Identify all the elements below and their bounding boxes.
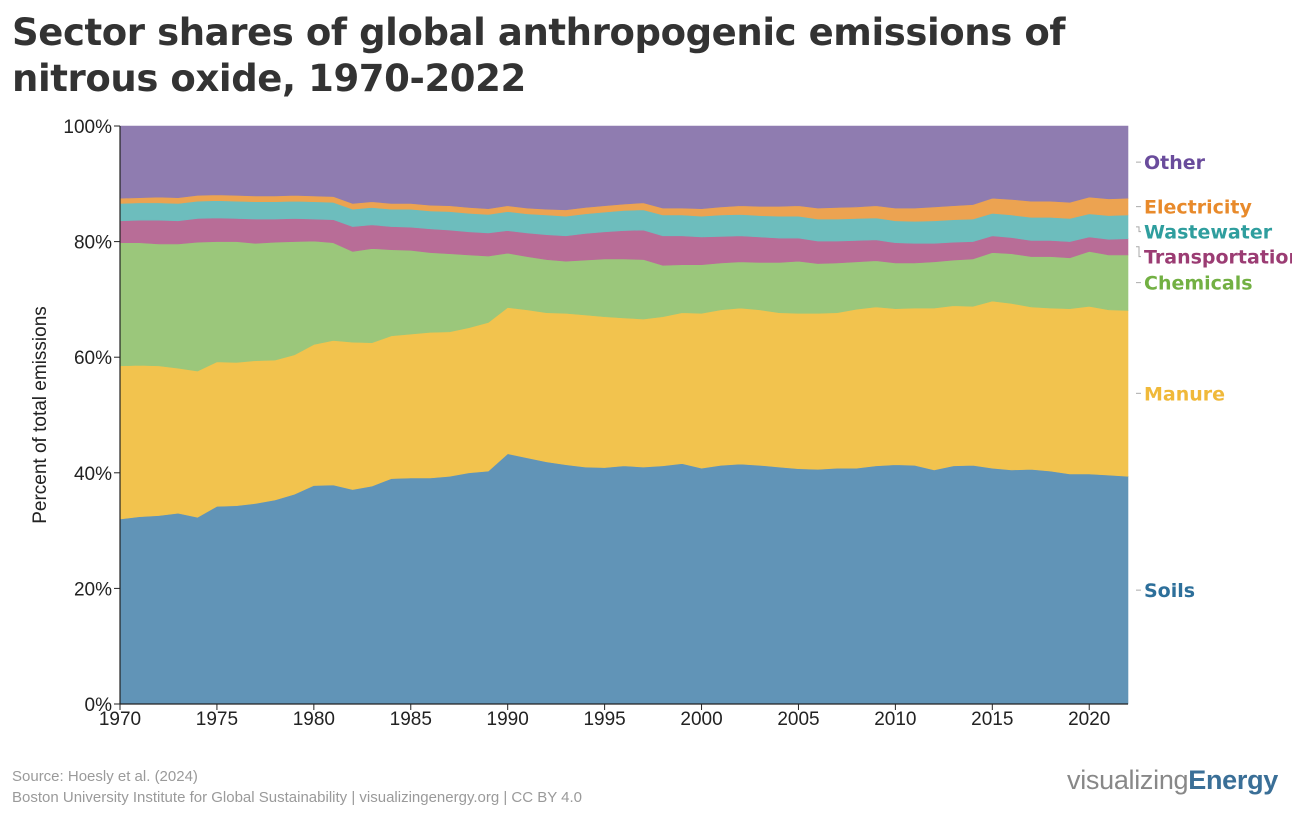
x-tick-label: 2010 bbox=[874, 709, 916, 730]
chart-title: Sector shares of global anthropogenic em… bbox=[12, 11, 1066, 100]
legend-wastewater: Wastewater bbox=[1144, 222, 1273, 244]
x-tick-label: 2005 bbox=[777, 709, 819, 730]
brand-bold: Energy bbox=[1188, 765, 1278, 795]
y-tick-label: 0% bbox=[85, 695, 113, 716]
x-tick-label: 1980 bbox=[293, 709, 335, 730]
stacked-area-chart: 0% 20% 40% 60% 80% 100% 1970 1975 1980 1985 1990 19… bbox=[30, 117, 1292, 730]
axes: 0% 20% 40% 60% 80% 100% 1970 1975 1980 1985 1990 19… bbox=[63, 117, 1128, 730]
legend-chemicals: Chemicals bbox=[1144, 273, 1253, 295]
legend-connector bbox=[1136, 246, 1141, 258]
x-tick-label: 2020 bbox=[1068, 709, 1110, 730]
legend-connector bbox=[1136, 226, 1141, 233]
y-tick-label: 40% bbox=[74, 464, 112, 485]
legend-transportation: Transportation bbox=[1144, 247, 1292, 269]
y-axis-label: Percent of total emissions bbox=[30, 306, 51, 524]
credit-note: Boston University Institute for Global S… bbox=[12, 789, 583, 806]
x-tick-label: 1995 bbox=[583, 709, 625, 730]
y-tick-label: 100% bbox=[63, 117, 112, 138]
x-tick-label: 2015 bbox=[971, 709, 1013, 730]
legend-electricity: Electricity bbox=[1144, 197, 1252, 219]
y-tick-label: 80% bbox=[74, 233, 112, 254]
source-note: Source: Hoesly et al. (2024) bbox=[12, 768, 198, 785]
legend: Other Electricity Wastewater Transportation… bbox=[1136, 152, 1292, 602]
y-tick-label: 20% bbox=[74, 579, 112, 600]
legend-other: Other bbox=[1144, 152, 1206, 174]
legend-manure: Manure bbox=[1144, 383, 1225, 405]
x-tick-label: 1985 bbox=[390, 709, 432, 730]
y-tick-label: 60% bbox=[74, 348, 112, 369]
area-other bbox=[119, 125, 1129, 211]
x-tick-label: 1970 bbox=[99, 709, 141, 730]
legend-soils: Soils bbox=[1144, 580, 1195, 602]
brand-logo: visualizingEnergy bbox=[1067, 765, 1278, 796]
brand-light: visualizing bbox=[1067, 765, 1189, 795]
area-layers bbox=[119, 125, 1129, 705]
x-tick-label: 1990 bbox=[487, 709, 529, 730]
x-tick-label: 2000 bbox=[680, 709, 722, 730]
x-tick-label: 1975 bbox=[196, 709, 238, 730]
